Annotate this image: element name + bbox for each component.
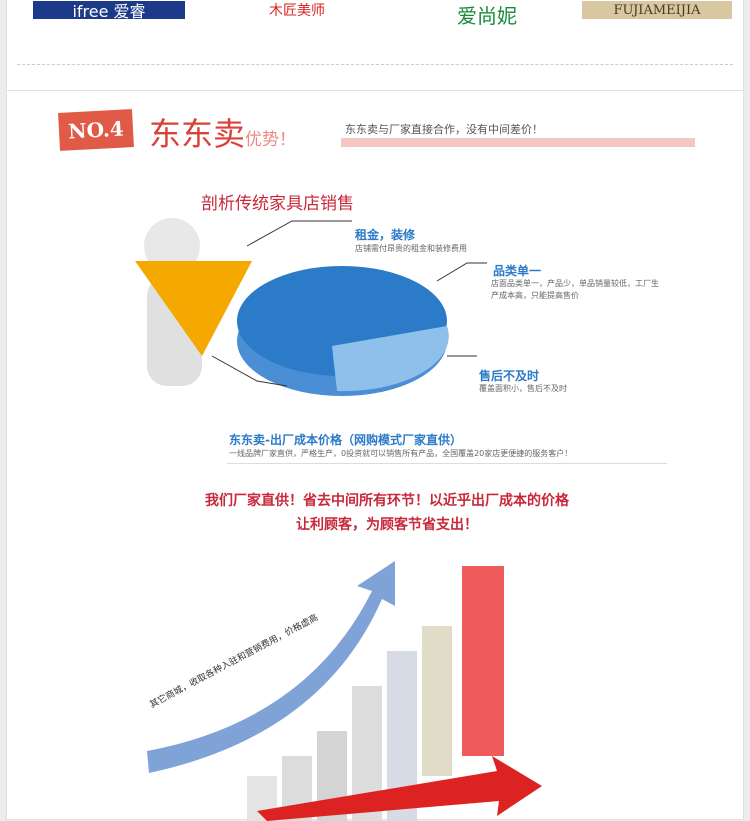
section-badge: NO.4 [58, 109, 134, 151]
headline: 我们厂家直供！省去中间所有环节！以近乎出厂成本的价格 让利顾客，为顾客节省支出！ [177, 489, 597, 537]
analysis-title: 剖析传统家具店销售 [201, 194, 354, 214]
logo-aishangni: 爱尚妮 [457, 3, 517, 28]
item-aftersale-title: 售后不及时 [479, 369, 540, 383]
item-category-desc: 店面品类单一，产品少，单品销量较低，工厂生产成本高，只能提高售价 [491, 279, 659, 300]
growth-bar-highlight [462, 566, 504, 756]
figure-head [144, 218, 200, 274]
headline-line2: 让利顾客，为顾客节省支出！ [296, 517, 478, 533]
slogan: 东东卖与厂家直接合作，没有中间差价！ [345, 123, 543, 136]
logo-fujiameijia: FUJIAMEIJIA [582, 1, 732, 19]
item-rent-title: 租金，装修 [355, 228, 416, 242]
logo-ifree: ifree 爱睿 [33, 1, 185, 21]
item-category-title: 品类单一 [493, 264, 542, 278]
slogan-bar [341, 138, 695, 147]
item-aftersale-desc: 覆盖面积小，售后不及时 [479, 384, 567, 393]
pie-slice-aftersale [332, 326, 449, 392]
brand-suffix: 优势！ [245, 130, 297, 150]
headline-line1: 我们厂家直供！省去中间所有环节！以近乎出厂成本的价格 [205, 493, 569, 509]
logo-mujiang: 木匠美师 [269, 3, 325, 19]
brand-name: 东东卖 [149, 115, 246, 153]
divider [17, 64, 733, 65]
divider [227, 463, 667, 464]
advantage-card: NO.4 东东卖优势！ 东东卖与厂家直接合作，没有中间差价！ 剖析传统家具店销售… [6, 90, 744, 821]
item-rent-desc: 店铺需付昂贵的租金和装修费用 [355, 244, 467, 253]
arrow-red [257, 756, 542, 821]
growth-chart-illustration [147, 561, 542, 821]
item-dongdongmai-desc: 一线品牌厂家直供，严格生产，0投资就可以销售所有产品，全国覆盖20家店更便捷的服… [229, 449, 573, 458]
item-dongdongmai-title: 东东卖-出厂成本价格（网购模式厂家直供） [229, 433, 462, 447]
pie-slice-dongdongmai [135, 261, 252, 356]
pie-illustration [135, 218, 487, 396]
growth-bar [422, 626, 452, 776]
arrow-up [147, 561, 395, 773]
section-brand: 东东卖优势！ [149, 109, 296, 155]
